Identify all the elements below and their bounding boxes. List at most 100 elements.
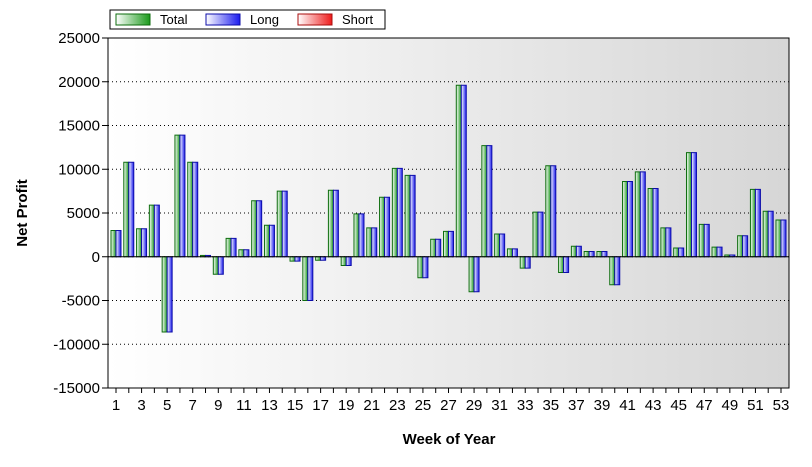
bar-total-week-44 (660, 227, 667, 258)
bar-total-week-16 (302, 256, 309, 301)
bar-total-week-28 (455, 84, 462, 258)
x-tick-label: 49 (722, 397, 739, 414)
bar-long-week-13 (268, 224, 275, 258)
bar-total-week-5 (161, 256, 168, 333)
bar-long-week-26 (435, 238, 442, 258)
x-tick-label: 1 (112, 397, 120, 414)
bar-total-week-9 (212, 256, 219, 275)
y-tick-label: -10000 (53, 336, 100, 353)
bar-long-week-17 (320, 256, 327, 261)
x-tick-label: 25 (415, 397, 432, 414)
legend: Total Long Short (109, 9, 386, 30)
legend-swatch-long (205, 13, 241, 26)
bar-long-week-18 (332, 189, 339, 258)
bar-total-week-20 (353, 213, 360, 258)
bar-total-week-24 (404, 174, 411, 258)
x-axis-title: Week of Year (403, 431, 496, 448)
bar-total-week-4 (148, 204, 155, 258)
bar-long-week-33 (524, 256, 531, 269)
x-tick-label: 41 (619, 397, 636, 414)
bar-long-week-9 (217, 256, 224, 275)
y-tick-label: 0 (92, 249, 100, 266)
x-tick-label: 35 (542, 397, 559, 414)
bar-total-week-11 (238, 249, 245, 258)
bar-long-week-11 (243, 249, 250, 258)
y-tick-label: 20000 (58, 74, 100, 91)
bar-total-week-47 (698, 223, 705, 258)
bar-total-week-1 (110, 230, 117, 258)
bar-total-week-34 (532, 211, 539, 258)
x-tick-label: 3 (137, 397, 145, 414)
bar-long-week-48 (716, 246, 723, 258)
bar-long-week-30 (486, 145, 493, 258)
bar-long-week-47 (703, 223, 710, 258)
bar-total-week-10 (225, 237, 232, 258)
bar-long-week-5 (166, 256, 173, 333)
bar-long-week-7 (192, 161, 199, 258)
bar-total-week-6 (174, 134, 181, 258)
bar-total-week-45 (673, 247, 680, 258)
bar-long-week-4 (153, 204, 160, 258)
y-tick-label: 15000 (58, 118, 100, 135)
bar-total-week-32 (506, 248, 513, 258)
x-tick-label: 47 (696, 397, 713, 414)
bar-long-week-15 (294, 256, 301, 262)
bar-total-week-7 (187, 161, 194, 258)
x-tick-label: 19 (338, 397, 355, 414)
bar-long-week-53 (780, 219, 787, 258)
bar-total-week-14 (276, 190, 283, 258)
bar-total-week-43 (647, 188, 654, 258)
bar-long-week-31 (499, 233, 506, 258)
bar-long-week-40 (614, 256, 621, 286)
x-tick-label: 23 (389, 397, 406, 414)
bar-long-week-34 (537, 211, 544, 258)
bar-long-week-37 (575, 245, 582, 258)
bar-total-week-39 (596, 251, 603, 258)
x-tick-label: 21 (363, 397, 380, 414)
bar-total-week-51 (749, 188, 756, 258)
bar-total-week-36 (558, 256, 565, 273)
bar-long-week-52 (767, 210, 774, 258)
x-tick-label: 7 (189, 397, 197, 414)
bar-total-week-41 (622, 181, 629, 258)
bar-total-week-12 (251, 200, 258, 258)
bar-total-week-26 (430, 238, 437, 258)
x-tick-label: 37 (568, 397, 585, 414)
x-tick-label: 11 (236, 397, 252, 414)
bar-total-week-19 (340, 256, 347, 266)
bar-total-week-46 (685, 152, 692, 258)
bar-total-week-29 (468, 256, 475, 293)
bar-total-week-40 (609, 256, 616, 286)
bar-long-week-51 (754, 188, 761, 258)
bar-total-week-38 (583, 251, 590, 258)
x-tick-label: 43 (645, 397, 662, 414)
bar-long-week-46 (690, 152, 697, 258)
bar-long-week-38 (588, 251, 595, 258)
bar-long-week-20 (358, 213, 365, 258)
x-tick-label: 13 (261, 397, 278, 414)
x-tick-label: 31 (491, 397, 508, 414)
bar-long-week-27 (448, 230, 454, 258)
x-tick-label: 9 (214, 397, 222, 414)
bar-long-week-39 (601, 251, 608, 258)
bar-long-week-29 (473, 256, 480, 293)
bar-total-week-13 (263, 224, 270, 258)
x-tick-label: 39 (594, 397, 611, 414)
bar-total-week-25 (417, 256, 424, 279)
bar-long-week-43 (652, 188, 659, 258)
bar-long-week-21 (371, 227, 378, 258)
legend-label-short: Short (342, 12, 373, 27)
x-tick-label: 45 (670, 397, 687, 414)
bar-total-week-42 (634, 171, 641, 258)
y-tick-label: -5000 (62, 293, 100, 310)
bar-total-week-52 (762, 210, 769, 258)
y-tick-label: 25000 (58, 30, 100, 47)
bar-long-week-16 (307, 256, 314, 301)
bar-total-week-35 (545, 165, 552, 258)
x-tick-label: 15 (287, 397, 304, 414)
bar-long-week-41 (627, 181, 634, 258)
bar-long-week-28 (460, 84, 467, 258)
x-tick-label: 5 (163, 397, 171, 414)
